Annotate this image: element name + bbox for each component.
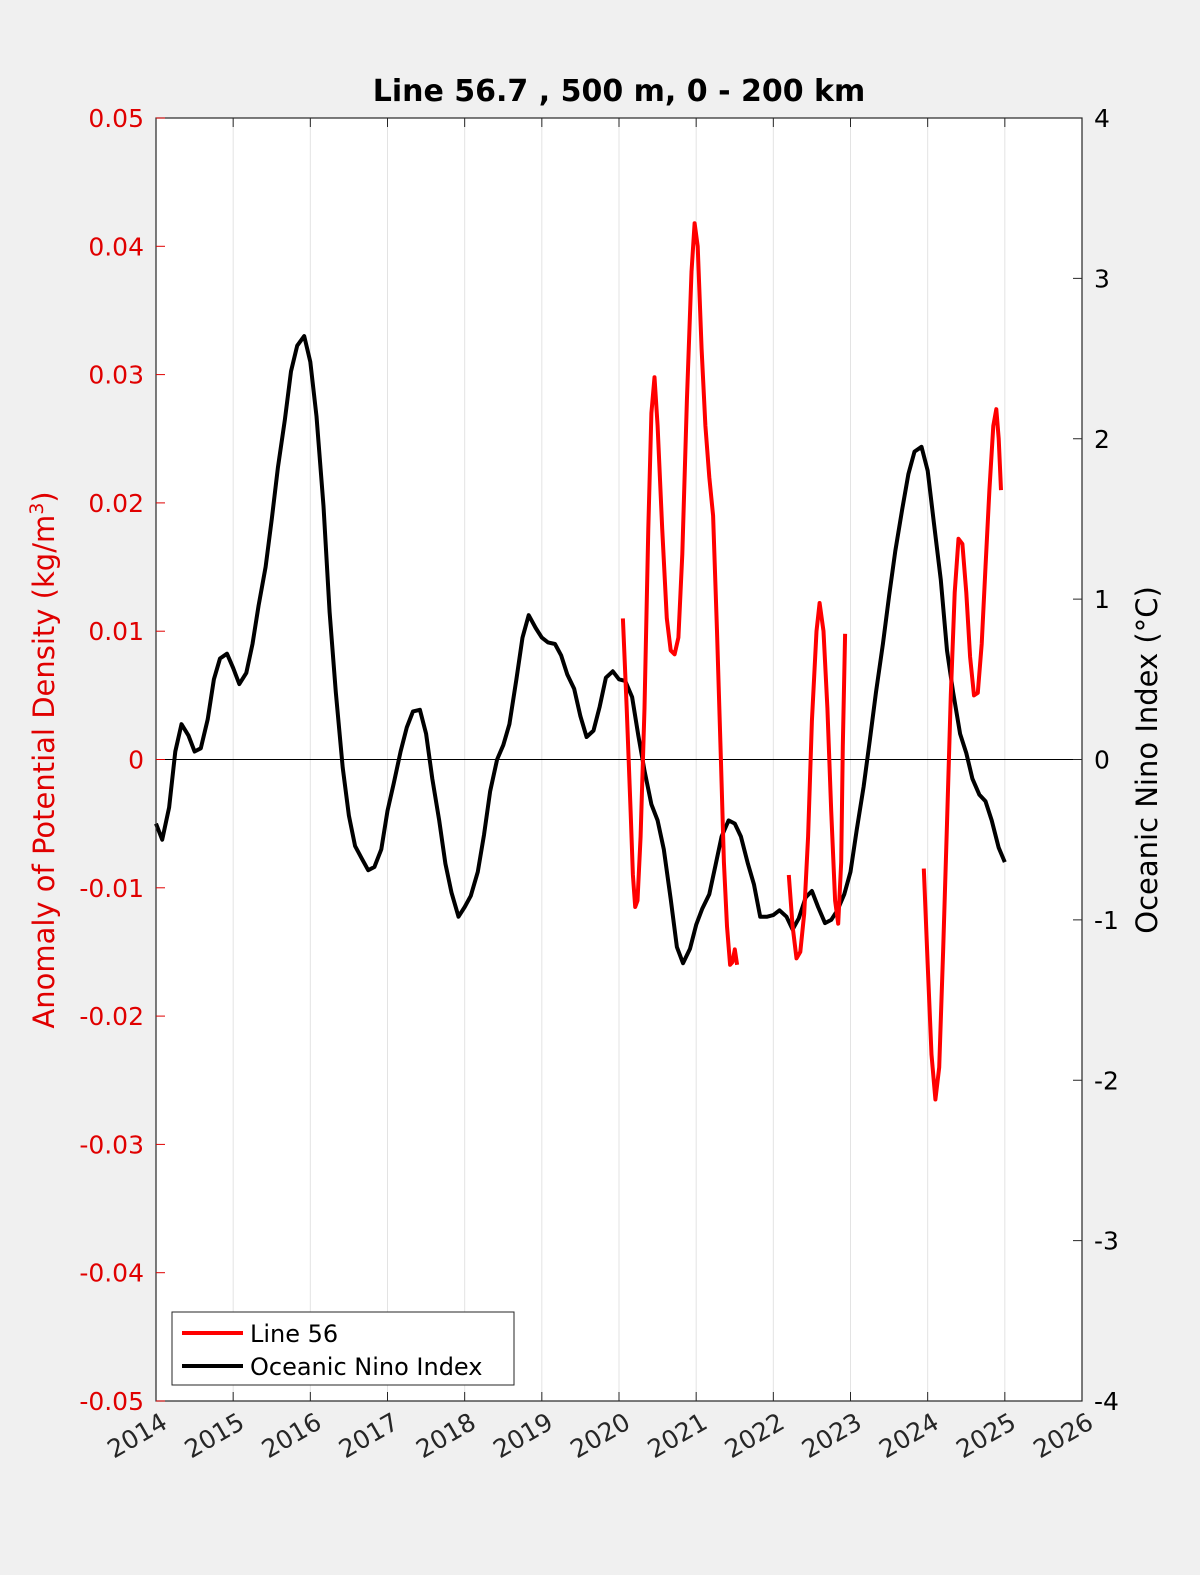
y-tick-label-right: -4 [1094, 1387, 1119, 1416]
y-tick-label-left: -0.05 [79, 1387, 144, 1416]
y-tick-label-left: -0.02 [79, 1002, 144, 1031]
y-axis-label-right: Oceanic Nino Index (°C) [1130, 586, 1164, 934]
series-line-56-segment-3 [921, 407, 1003, 1102]
y-tick-label-left: 0.03 [88, 361, 144, 390]
chart-title: Line 56.7 , 500 m, 0 - 200 km [373, 74, 866, 109]
y-tick-label-right: 1 [1094, 585, 1110, 614]
y-axis-label-left-main: Anomaly of Potential Density (kg/m [27, 515, 61, 1029]
y-tick-label-right: 4 [1094, 104, 1110, 133]
y-tick-label-left: 0.05 [88, 104, 144, 133]
series-line-56-segment-1 [620, 221, 740, 967]
legend-label-oni: Oceanic Nino Index [250, 1353, 482, 1381]
x-tick-label: 2020 [565, 1407, 635, 1464]
y-tick-label-right: 3 [1094, 264, 1110, 293]
y-tick-label-right: 2 [1094, 425, 1110, 454]
y-tick-label-left: 0.02 [88, 489, 144, 518]
x-tick-label: 2019 [488, 1407, 558, 1464]
x-tick-label: 2021 [643, 1407, 713, 1464]
legend: Line 56 Oceanic Nino Index [171, 1311, 515, 1386]
x-tick-label: 2017 [334, 1407, 404, 1464]
x-tick-label: 2022 [720, 1407, 790, 1464]
x-tick-label: 2015 [180, 1407, 250, 1464]
series-line-56-segment-2 [786, 601, 848, 961]
y-tick-label-left: -0.03 [79, 1130, 144, 1159]
y-tick-label-right: -3 [1094, 1227, 1119, 1256]
x-tick-label: 2023 [797, 1407, 867, 1464]
x-tick-label: 2025 [951, 1407, 1021, 1464]
y-tick-label-left: 0.04 [88, 232, 144, 261]
y-tick-label-right: -2 [1094, 1066, 1119, 1095]
series-oceanic-nino-index-segment-1 [154, 334, 1007, 966]
y-tick-label-left: -0.04 [79, 1259, 144, 1288]
y-tick-label-left: 0 [128, 746, 144, 775]
y-tick-label-left: 0.01 [88, 617, 144, 646]
x-tick-label: 2026 [1028, 1407, 1098, 1464]
y-axis-label-left-close: ) [27, 491, 61, 502]
y-tick-label-left: -0.01 [79, 874, 144, 903]
x-tick-label: 2018 [411, 1407, 481, 1464]
y-axis-label-left: Anomaly of Potential Density (kg/m3) [26, 491, 61, 1028]
y-axis-label-left-sup: 3 [26, 503, 48, 515]
legend-box [171, 1311, 515, 1386]
y-tick-label-right: -1 [1094, 906, 1119, 935]
y-tick-label-right: 0 [1094, 746, 1110, 775]
x-tick-label: 2016 [257, 1407, 327, 1464]
x-tick-label: 2024 [874, 1407, 944, 1464]
series-layer [154, 221, 1007, 1102]
legend-label-line-56: Line 56 [250, 1320, 338, 1348]
